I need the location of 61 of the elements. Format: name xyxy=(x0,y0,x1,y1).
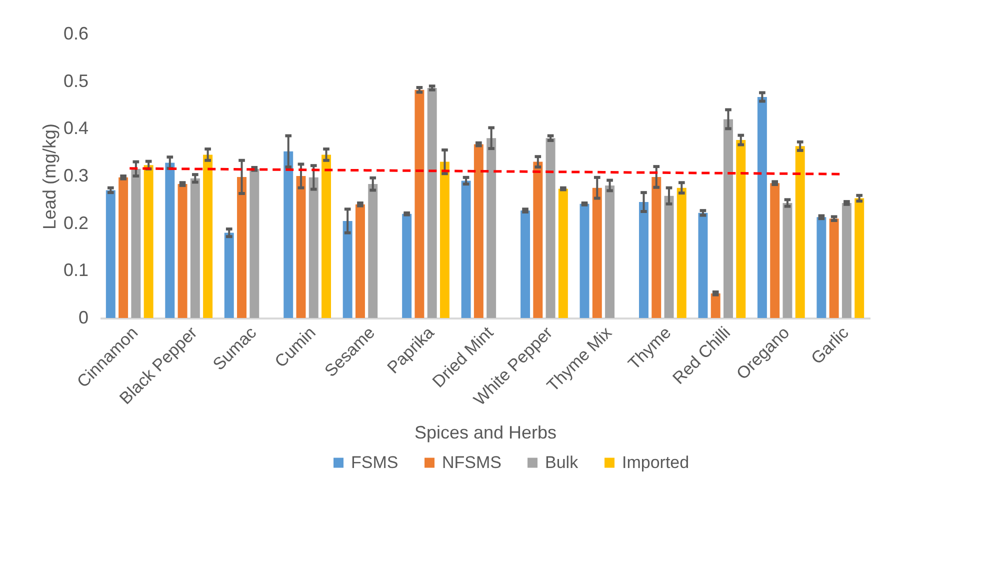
y-tick-label: 0.3 xyxy=(63,166,88,186)
bar xyxy=(698,212,708,318)
bar xyxy=(165,162,175,318)
y-tick-label: 0.6 xyxy=(63,24,88,44)
bar xyxy=(757,96,767,318)
bar xyxy=(724,119,733,318)
bar xyxy=(605,185,615,318)
legend-label: Imported xyxy=(622,452,690,472)
bar xyxy=(118,177,128,318)
bar xyxy=(440,162,450,318)
bar xyxy=(580,204,590,318)
bar xyxy=(652,176,662,318)
bar xyxy=(414,90,424,318)
bar xyxy=(250,168,260,318)
legend-label: NFSMS xyxy=(442,452,502,472)
bar xyxy=(782,202,792,318)
bar xyxy=(322,154,331,318)
bar xyxy=(106,190,116,318)
bar xyxy=(296,176,306,318)
bar xyxy=(131,168,141,318)
bar xyxy=(308,177,318,318)
bar xyxy=(284,151,294,318)
bar xyxy=(842,202,852,318)
y-tick-label: 0.5 xyxy=(63,70,88,91)
bar xyxy=(558,188,568,318)
bar xyxy=(178,184,188,318)
legend-label: Bulk xyxy=(545,452,579,472)
bar xyxy=(736,140,746,318)
bar xyxy=(592,188,602,318)
bar xyxy=(474,144,484,318)
legend-label: FSMS xyxy=(351,452,398,472)
bar xyxy=(829,218,839,318)
bar xyxy=(427,88,437,318)
y-tick-label: 0 xyxy=(78,308,88,328)
y-tick-label: 0.4 xyxy=(63,118,88,138)
bar xyxy=(190,178,200,318)
bar xyxy=(676,188,686,318)
bar xyxy=(533,162,543,318)
bar xyxy=(546,138,556,318)
bar xyxy=(402,214,412,318)
bar xyxy=(368,184,378,318)
bar xyxy=(237,176,246,318)
bar xyxy=(203,154,213,318)
bar xyxy=(710,293,720,318)
bar xyxy=(639,202,648,318)
bar xyxy=(664,196,674,318)
bar xyxy=(355,204,365,318)
bar xyxy=(795,146,805,318)
bar xyxy=(816,217,826,318)
bar xyxy=(854,198,864,318)
y-axis-title: Lead (mg/kg) xyxy=(39,123,60,230)
bar xyxy=(144,165,154,318)
bar xyxy=(342,220,352,318)
bar xyxy=(770,183,780,318)
y-tick-label: 0.2 xyxy=(63,212,88,233)
bar xyxy=(224,232,234,318)
bar xyxy=(461,180,471,318)
x-axis-title: Spices and Herbs xyxy=(414,422,557,443)
y-tick-label: 0.1 xyxy=(63,260,88,280)
bar xyxy=(520,210,530,318)
bar xyxy=(486,138,496,318)
